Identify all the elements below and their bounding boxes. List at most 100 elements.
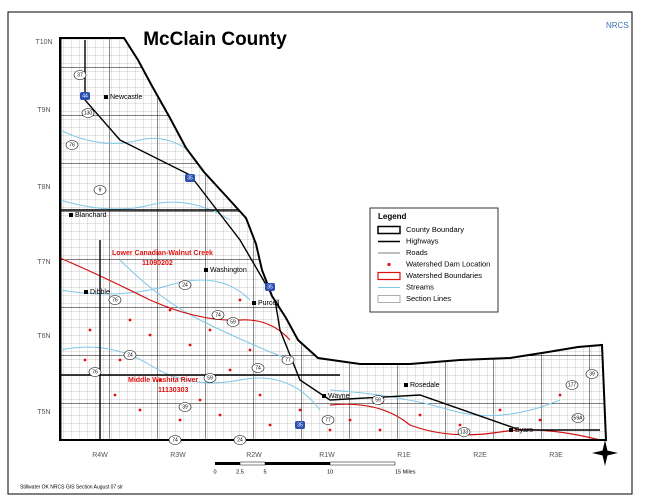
- stream: [119, 259, 291, 361]
- township-label: T6N: [37, 333, 50, 340]
- highway-number: 177: [568, 382, 577, 388]
- legend-symbol: [377, 271, 401, 281]
- dam-dot: [208, 328, 212, 332]
- dam-dot: [88, 328, 92, 332]
- town-marker: [204, 268, 208, 272]
- stream: [329, 389, 561, 417]
- highway-shield: [371, 395, 385, 405]
- north-arrow: [592, 440, 618, 466]
- highway-number: 133: [460, 429, 469, 435]
- dam-dot: [188, 343, 192, 347]
- highway-number: 77: [325, 417, 331, 423]
- township-label: T10N: [35, 39, 52, 46]
- map-title: McClain County: [143, 29, 287, 50]
- town-label: Wayne: [328, 393, 350, 400]
- dam-dot: [168, 308, 172, 312]
- highway-shield: [65, 140, 79, 150]
- highway-shield: [571, 413, 585, 423]
- township-label: T8N: [37, 184, 50, 191]
- stream: [60, 279, 251, 301]
- range-label: R1E: [397, 452, 411, 459]
- highway-number: 59: [230, 319, 236, 325]
- interstate-number: 44: [82, 93, 88, 99]
- dam-locations: [83, 298, 562, 432]
- township-label: T9N: [37, 107, 50, 114]
- legend-symbol: [387, 262, 391, 267]
- legend-label: Watershed Boundaries: [406, 271, 482, 280]
- interstate-shield: [80, 92, 90, 100]
- range-label: R2E: [473, 452, 487, 459]
- scale-label: 15 Miles: [395, 469, 416, 475]
- dam-dot: [238, 298, 242, 302]
- town-label: Blanchard: [75, 212, 107, 219]
- county-boundary: [59, 37, 608, 441]
- highway-shield: [123, 350, 137, 360]
- range-label: R3E: [549, 452, 563, 459]
- highway-shield: [226, 317, 240, 327]
- dam-dot: [138, 408, 142, 412]
- legend-title: Legend: [378, 212, 407, 221]
- highway-number: 39: [182, 404, 188, 410]
- town-label: Rosedale: [410, 382, 440, 389]
- dam-dot: [248, 348, 252, 352]
- highway-shield: [93, 185, 107, 195]
- highway-number: 74: [255, 365, 261, 371]
- credit: Stillwater OK NRCS GIS Section August 07…: [20, 484, 123, 490]
- highway-number: 77: [285, 357, 291, 363]
- highway-number: 59: [375, 397, 381, 403]
- dam-dot: [458, 423, 462, 427]
- dam-dot: [298, 408, 302, 412]
- legend-symbol: [377, 225, 401, 235]
- town-marker: [104, 95, 108, 99]
- highway-number: 37: [77, 72, 83, 78]
- scale-segment: [265, 462, 330, 465]
- highway-shield: [88, 367, 102, 377]
- north-arrow-ew: [592, 450, 618, 456]
- dam-dot: [378, 428, 382, 432]
- highway-number: 39: [589, 371, 595, 377]
- town-label: Dibble: [90, 289, 110, 296]
- watershed-code: 11130303: [158, 387, 188, 394]
- highway-shield: [178, 402, 192, 412]
- stream: [60, 199, 231, 221]
- dam-dot: [118, 358, 122, 362]
- highway-number: 74: [172, 437, 178, 443]
- dam-dot: [558, 393, 562, 397]
- legend-label: Watershed Dam Location: [406, 259, 490, 268]
- highway-number: 24: [182, 282, 188, 288]
- highway-shield: [203, 373, 217, 383]
- dam-dot: [498, 408, 502, 412]
- dam-dot: [198, 398, 202, 402]
- streams: [60, 129, 561, 417]
- interstate-shield: [185, 174, 195, 182]
- town-label: Purcell: [258, 300, 280, 307]
- logo: NRCS: [606, 21, 629, 30]
- highway-number: 24: [237, 437, 243, 443]
- dam-dot: [128, 318, 132, 322]
- highway-shield: [281, 355, 295, 365]
- range-label: R3W: [170, 452, 186, 459]
- town-marker: [404, 383, 408, 387]
- stream: [60, 346, 321, 411]
- dam-dot: [113, 393, 117, 397]
- dam-dot: [418, 413, 422, 417]
- interstate-shield: [295, 421, 305, 429]
- dam-dot: [538, 418, 542, 422]
- scale-label: 0: [213, 469, 216, 475]
- dam-dot: [178, 418, 182, 422]
- town-marker: [509, 428, 513, 432]
- highway-shield: [457, 427, 471, 437]
- town-marker: [69, 213, 73, 217]
- town-label: Washington: [210, 267, 247, 274]
- interstate-number: 35: [297, 422, 303, 428]
- highway-shield: [108, 295, 122, 305]
- watershed-boundary: [329, 403, 601, 440]
- scale-segment: [329, 461, 396, 466]
- dam-dot: [348, 418, 352, 422]
- legend: Legend County Boundary Highways Roads Water…: [369, 207, 499, 313]
- legend-label: Streams: [406, 282, 434, 291]
- highway-shield: [233, 435, 247, 445]
- dam-dot: [228, 368, 232, 372]
- town-marker: [322, 394, 326, 398]
